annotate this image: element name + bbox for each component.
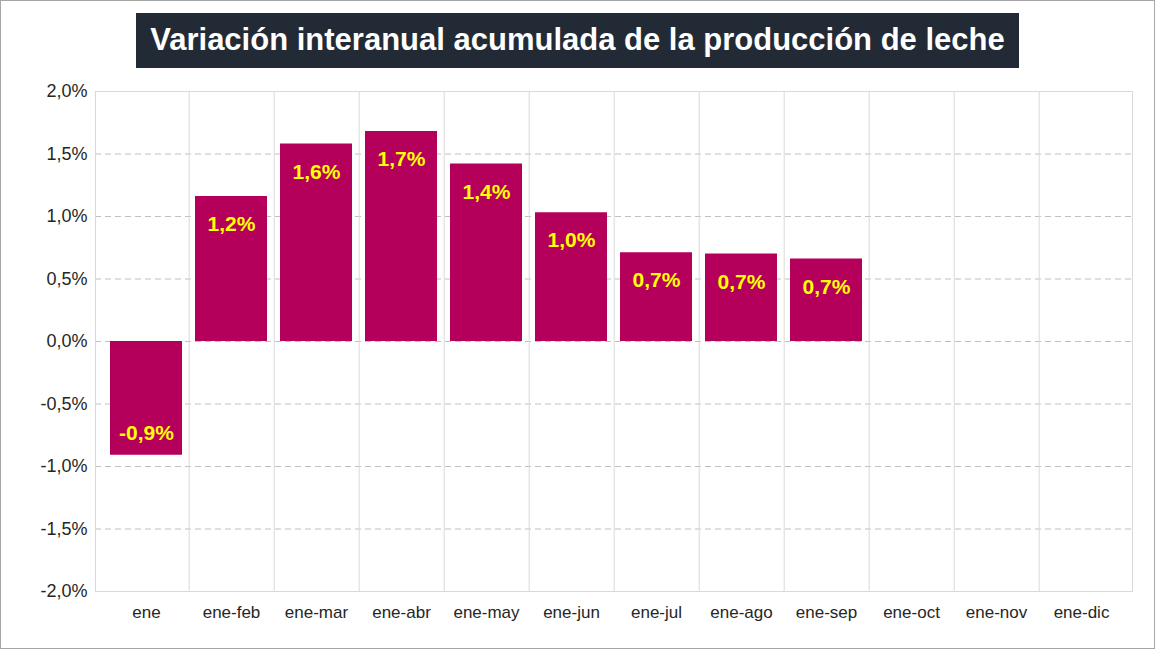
svg-text:1,7%: 1,7% <box>378 147 426 170</box>
svg-text:1,6%: 1,6% <box>293 160 341 183</box>
svg-text:-0,9%: -0,9% <box>119 421 174 444</box>
svg-text:0,7%: 0,7% <box>803 275 851 298</box>
svg-text:1,0%: 1,0% <box>548 228 596 251</box>
svg-text:0,7%: 0,7% <box>633 268 681 291</box>
svg-text:-1,0%: -1,0% <box>40 456 87 476</box>
svg-text:-2,0%: -2,0% <box>40 581 87 601</box>
html-text:Variación interanual acumulada: Variación interanual acumulada de la pro… <box>150 22 1005 57</box>
svg-text:ene-abr: ene-abr <box>372 603 431 622</box>
svg-text:ene-sep: ene-sep <box>796 603 857 622</box>
svg-text:-0,5%: -0,5% <box>40 394 87 414</box>
svg-text:ene-may: ene-may <box>453 603 520 622</box>
svg-text:1,4%: 1,4% <box>463 180 511 203</box>
svg-text:1,0%: 1,0% <box>46 206 87 226</box>
svg-text:1,2%: 1,2% <box>208 212 256 235</box>
svg-text:0,0%: 0,0% <box>46 331 87 351</box>
svg-text:ene-feb: ene-feb <box>203 603 261 622</box>
svg-text:1,5%: 1,5% <box>46 144 87 164</box>
svg-text:ene-jun: ene-jun <box>543 603 600 622</box>
svg-text:ene-mar: ene-mar <box>285 603 349 622</box>
svg-text:ene-jul: ene-jul <box>631 603 682 622</box>
svg-text:ene-oct: ene-oct <box>883 603 940 622</box>
svg-text:0,5%: 0,5% <box>46 269 87 289</box>
svg-text:-1,5%: -1,5% <box>40 519 87 539</box>
svg-text:0,7%: 0,7% <box>718 270 766 293</box>
svg-text:ene-ago: ene-ago <box>710 603 772 622</box>
svg-text:ene-dic: ene-dic <box>1054 603 1110 622</box>
svg-text:ene-nov: ene-nov <box>966 603 1028 622</box>
svg-text:2,0%: 2,0% <box>46 81 87 101</box>
svg-text:ene: ene <box>132 603 160 622</box>
